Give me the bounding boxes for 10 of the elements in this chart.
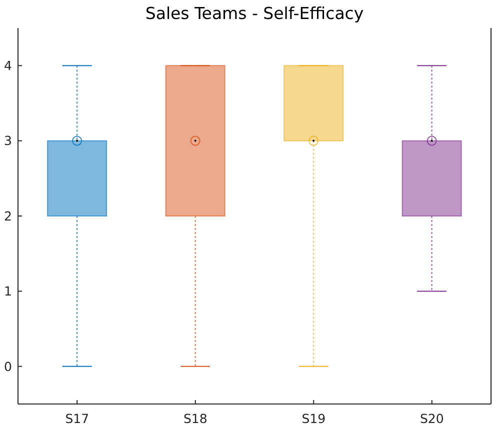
y-tick-label: 1 — [4, 284, 12, 299]
y-tick-label: 3 — [4, 133, 12, 148]
x-tick-label: S18 — [183, 410, 208, 426]
x-tick-label: S20 — [420, 410, 444, 426]
chart-title: Sales Teams - Self-Efficacy — [144, 3, 365, 25]
y-tick-label: 2 — [4, 208, 12, 224]
x-tick-label: S19 — [302, 410, 326, 426]
y-tick-label: 0 — [4, 358, 12, 374]
x-tick-label: S17 — [65, 410, 90, 426]
y-tick-label: 4 — [4, 58, 12, 74]
